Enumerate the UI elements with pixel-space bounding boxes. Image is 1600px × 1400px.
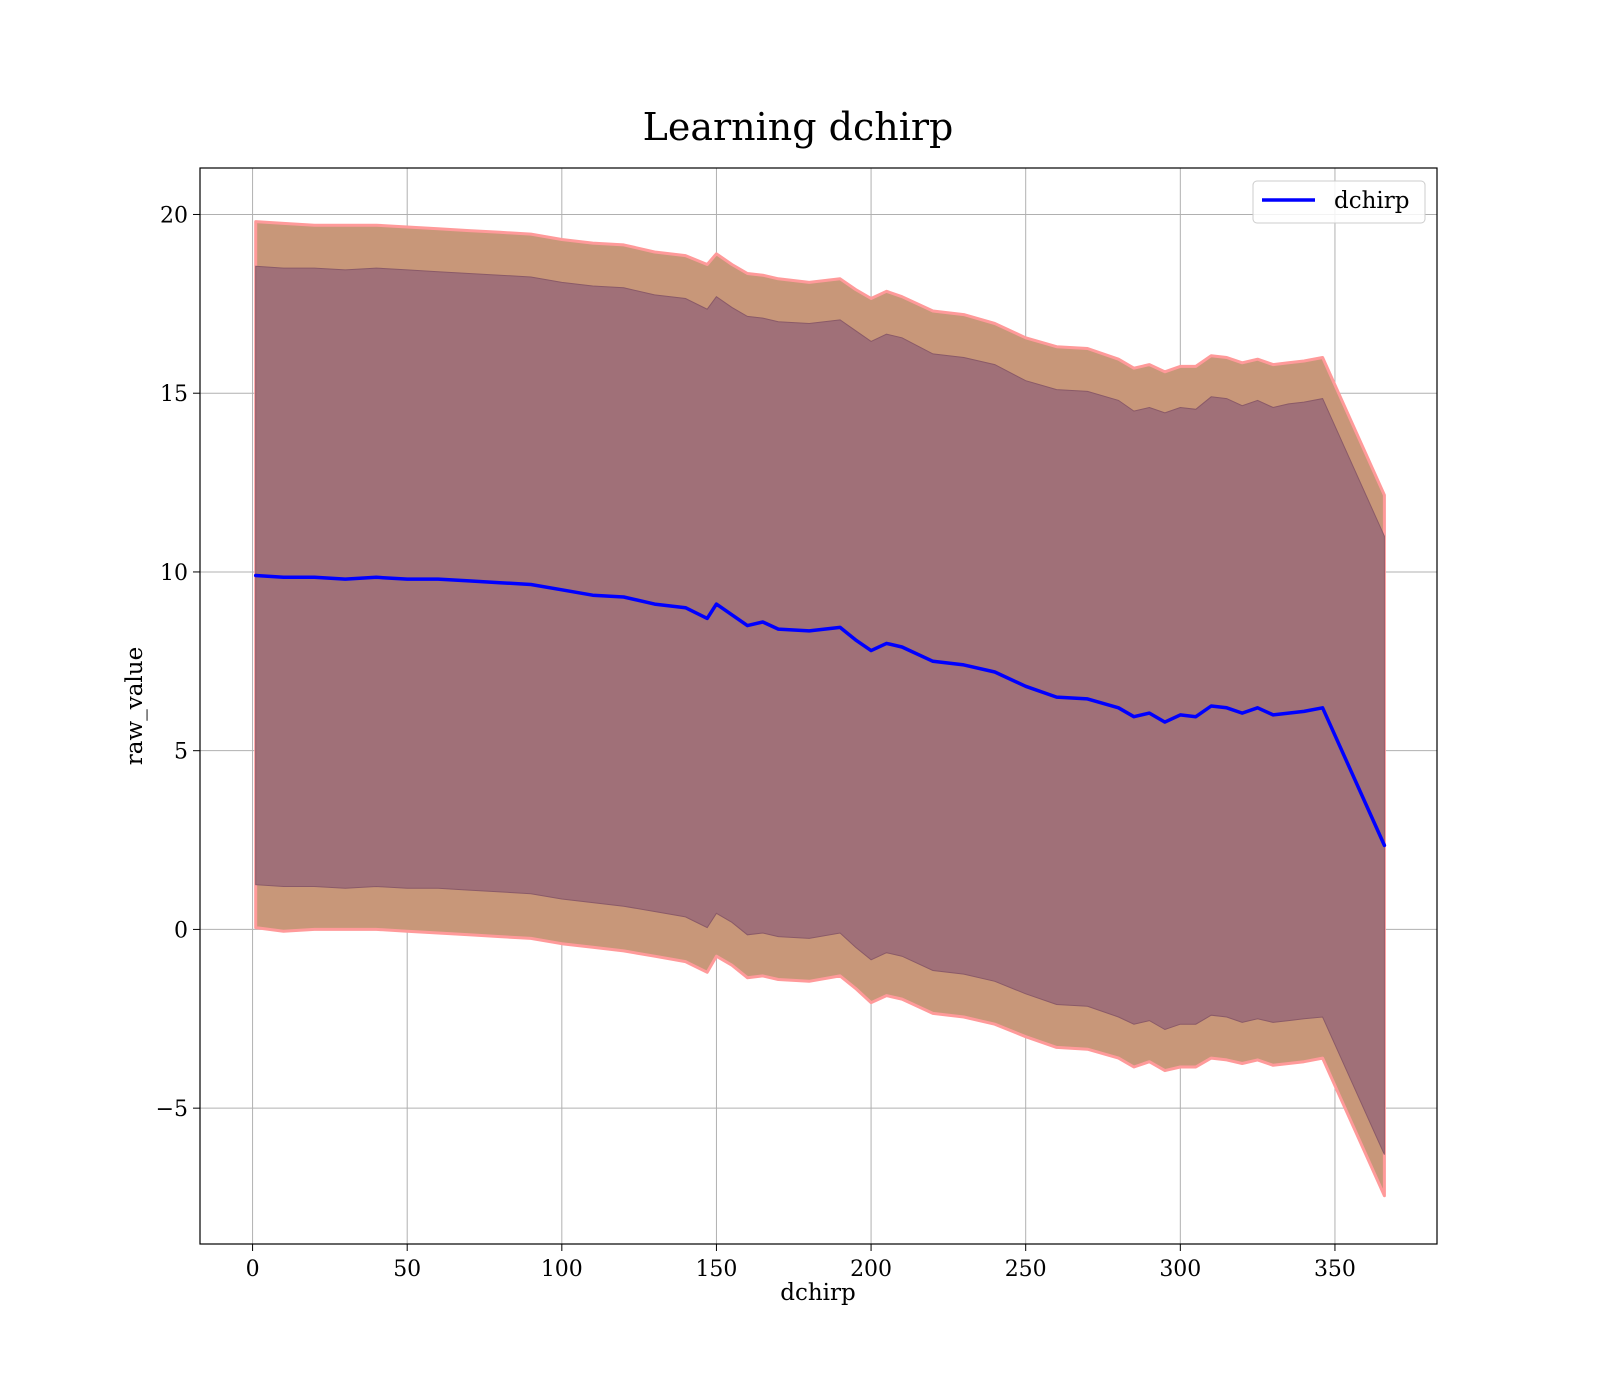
- inner-band: [255, 265, 1385, 1155]
- y-tick-label: 20: [160, 203, 188, 228]
- legend-label: dchirp: [1334, 188, 1410, 214]
- x-tick-label: 200: [850, 1257, 892, 1282]
- bands: [254, 220, 1386, 1198]
- x-axis-label: dchirp: [780, 1280, 856, 1306]
- x-tick-label: 250: [1005, 1257, 1047, 1282]
- x-tick-label: 350: [1314, 1257, 1356, 1282]
- legend-frame: [1252, 180, 1426, 224]
- ticks: 0 50 100 150 200 250 300 350 −5 0 5 10 15 20: [156, 203, 1356, 1282]
- series-line-dchirp: [253, 573, 1387, 848]
- y-tick-label: 10: [160, 561, 188, 586]
- y-tick-label: −5: [156, 1097, 188, 1122]
- y-tick-label: 5: [174, 740, 188, 765]
- x-tick-label: 300: [1159, 1257, 1201, 1282]
- legend: dchirp: [1252, 180, 1426, 224]
- x-tick-label: 150: [695, 1257, 737, 1282]
- y-tick-label: 0: [174, 918, 188, 943]
- plot-frame: [199, 167, 1438, 1245]
- x-tick-label: 0: [246, 1257, 260, 1282]
- series-lines: [253, 573, 1387, 848]
- chart-title: Learning dchirp: [643, 105, 954, 149]
- y-axis-label: raw_value: [122, 647, 148, 765]
- x-tick-label: 100: [541, 1257, 583, 1282]
- y-tick-label: 15: [160, 382, 188, 407]
- x-tick-label: 50: [393, 1257, 421, 1282]
